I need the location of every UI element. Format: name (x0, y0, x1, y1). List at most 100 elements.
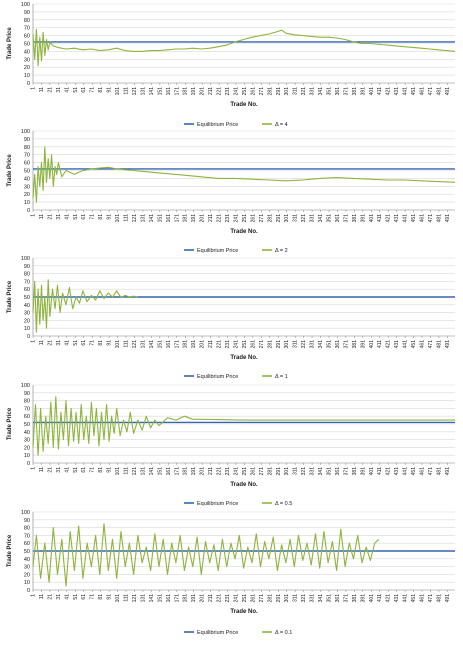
x-tick-label: 221 (217, 340, 223, 349)
x-tick-label: 61 (81, 340, 87, 346)
x-tick-label: 411 (377, 214, 383, 222)
x-tick-label: 371 (343, 467, 349, 476)
x-tick-label: 71 (90, 340, 96, 346)
x-tick-label: 271 (259, 594, 265, 603)
x-tick-label: 11 (39, 87, 45, 92)
x-tick-label: 91 (107, 594, 113, 600)
x-tick-label: 241 (233, 594, 239, 603)
x-tick-label: 261 (250, 340, 256, 349)
x-tick-label: 21 (47, 594, 53, 600)
x-tick-label: 161 (166, 340, 172, 349)
x-tick-label: 411 (377, 594, 383, 602)
x-tick-label: 351 (326, 87, 332, 96)
x-tick-label: 321 (301, 214, 307, 223)
y-tick-label: 40 (24, 557, 30, 563)
x-tick-label: 471 (428, 87, 434, 96)
x-tick-label: 41 (64, 594, 70, 600)
x-tick-label: 301 (284, 467, 290, 476)
x-tick-label: 371 (343, 87, 349, 96)
x-tick-label: 441 (403, 467, 409, 476)
x-tick-label: 91 (107, 340, 113, 346)
x-tick-label: 351 (326, 214, 332, 223)
x-tick-label: 341 (318, 340, 324, 349)
x-tick-label: 141 (149, 214, 155, 223)
x-tick-label: 341 (318, 467, 324, 476)
x-tick-label: 81 (98, 594, 104, 600)
x-tick-label: 361 (335, 594, 341, 603)
x-tick-label: 401 (369, 87, 375, 96)
x-tick-label: 341 (318, 214, 324, 223)
y-tick-label: 60 (24, 287, 30, 293)
x-tick-label: 281 (267, 214, 273, 223)
y-tick-label: 40 (24, 176, 30, 182)
x-tick-label: 391 (360, 594, 366, 603)
x-tick-label: 191 (191, 467, 197, 476)
x-tick-label: 301 (284, 594, 290, 603)
x-tick-label: 31 (56, 340, 62, 346)
y-tick-label: 30 (24, 57, 30, 63)
x-tick-label: 281 (267, 340, 273, 349)
y-axis-title: Trade Price (7, 154, 13, 187)
x-tick-label: 101 (115, 214, 121, 223)
x-tick-label: 341 (318, 594, 324, 603)
x-tick-label: 291 (276, 340, 282, 349)
x-tick-label: 461 (420, 87, 426, 96)
x-tick-label: 491 (445, 340, 451, 349)
x-tick-label: 431 (394, 467, 400, 476)
x-tick-label: 421 (386, 467, 392, 476)
y-tick-label: 70 (24, 26, 30, 32)
y-tick-label: 20 (24, 445, 30, 451)
x-tick-label: 481 (436, 87, 442, 96)
x-tick-label: 41 (64, 214, 70, 220)
x-tick-label: 71 (90, 594, 96, 600)
x-tick-label: 191 (191, 594, 197, 603)
x-tick-label: 401 (369, 594, 375, 603)
legend-label: Equilibrium Price (197, 122, 238, 128)
x-tick-label: 131 (140, 214, 146, 223)
x-tick-label: 251 (242, 467, 248, 476)
x-tick-label: 261 (250, 594, 256, 603)
y-tick-label: 10 (24, 200, 30, 206)
y-axis-title: Trade Price (7, 280, 13, 313)
x-tick-label: 161 (166, 214, 172, 223)
y-tick-label: 50 (24, 549, 30, 555)
x-axis-title: Trade No. (230, 355, 258, 361)
y-tick-label: 0 (27, 81, 30, 87)
x-tick-label: 1 (31, 214, 37, 217)
x-tick-label: 111 (124, 87, 130, 95)
x-tick-label: 271 (259, 467, 265, 476)
series-line-delta (32, 279, 139, 333)
x-tick-label: 361 (335, 467, 341, 476)
x-tick-label: 451 (411, 87, 417, 96)
x-tick-label: 111 (124, 594, 130, 602)
x-tick-label: 161 (166, 87, 172, 96)
x-tick-label: 141 (149, 87, 155, 96)
x-tick-label: 371 (343, 594, 349, 603)
y-tick-label: 70 (24, 533, 30, 539)
y-tick-label: 20 (24, 65, 30, 71)
x-tick-label: 381 (352, 87, 358, 96)
series-line-delta (32, 396, 455, 456)
x-tick-label: 361 (335, 87, 341, 96)
x-tick-label: 311 (293, 594, 299, 602)
x-tick-label: 1 (31, 340, 37, 343)
y-tick-label: 70 (24, 153, 30, 159)
x-axis-title: Trade No. (230, 609, 258, 615)
y-tick-label: 20 (24, 318, 30, 324)
y-tick-label: 10 (24, 580, 30, 586)
x-tick-label: 321 (301, 87, 307, 96)
x-tick-label: 241 (233, 87, 239, 96)
x-tick-label: 81 (98, 467, 104, 473)
x-tick-label: 311 (293, 467, 299, 475)
x-tick-label: 461 (420, 214, 426, 223)
x-tick-label: 101 (115, 87, 121, 96)
x-tick-label: 491 (445, 214, 451, 223)
x-tick-label: 271 (259, 340, 265, 349)
y-tick-label: 40 (24, 303, 30, 309)
x-tick-label: 471 (428, 340, 434, 349)
x-tick-label: 161 (166, 467, 172, 476)
x-tick-label: 251 (242, 594, 248, 603)
x-tick-label: 451 (411, 594, 417, 603)
x-tick-label: 111 (124, 214, 130, 222)
